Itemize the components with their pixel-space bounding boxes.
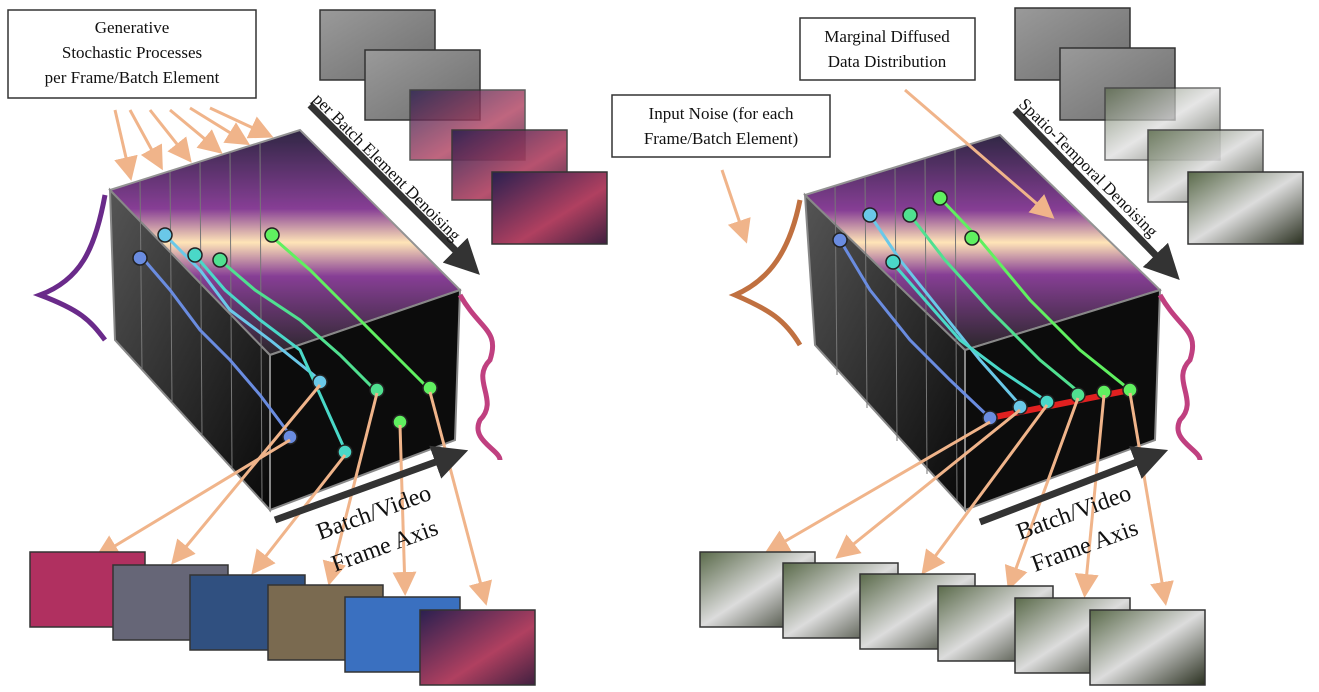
nodes (832, 190, 1138, 426)
arrows (94, 106, 492, 606)
noisy-frames (1014, 7, 1304, 245)
distribution-curve (457, 293, 503, 461)
label: Frame/Batch Element) (644, 129, 798, 148)
axis-arrow (978, 446, 1169, 526)
label-box (7, 9, 257, 99)
distribution-curve (1157, 293, 1203, 461)
label: per Frame/Batch Element (45, 68, 220, 87)
label-box (799, 17, 976, 81)
noisy-frames (319, 9, 608, 245)
label: Marginal Diffused (824, 27, 950, 46)
label: Stochastic Processes (62, 43, 202, 62)
denoise-arrow (1012, 107, 1180, 281)
left-panel: Generative Stochastic Processes per Fram… (7, 9, 608, 686)
label: Input Noise (for each (649, 104, 794, 123)
label-box (611, 94, 831, 158)
distribution-curve (32, 194, 108, 342)
output-frames (29, 551, 536, 686)
trajectories (838, 196, 1131, 420)
box-front-face (964, 288, 1162, 512)
right-panel: Marginal Diffused Data Distribution Inpu… (611, 7, 1304, 686)
nodes (132, 227, 438, 460)
distribution-curve (728, 199, 803, 347)
axis-arrow (273, 445, 469, 524)
label: Data Distribution (828, 52, 947, 71)
box-front-face (269, 288, 462, 512)
denoise-arrow (307, 102, 480, 275)
output-frames (699, 551, 1206, 686)
label: Generative (95, 18, 170, 37)
arrows (720, 88, 1174, 606)
